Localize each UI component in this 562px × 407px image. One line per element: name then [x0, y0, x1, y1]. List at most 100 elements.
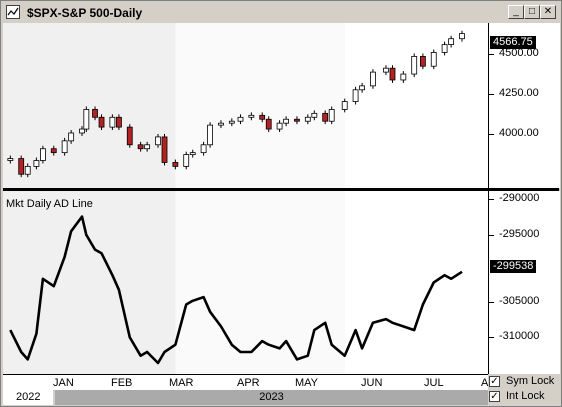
candle-body	[359, 85, 365, 91]
price-axis-tick	[489, 54, 494, 55]
plot-recent-band	[344, 191, 488, 374]
candle-body	[389, 67, 396, 81]
candle-body	[7, 158, 14, 161]
ad-line-title: Mkt Daily AD Line	[6, 198, 93, 210]
candle-body	[248, 114, 255, 118]
last-ad-tag: -299538	[490, 260, 537, 273]
candle-body	[311, 112, 318, 118]
ad-axis-tick	[489, 235, 494, 236]
candle-body	[304, 116, 311, 122]
ad-axis-label: -295000	[499, 228, 540, 240]
candle-body	[98, 116, 105, 128]
year-label: 2022	[3, 390, 53, 405]
candle-body	[144, 144, 151, 150]
ad-axis-tick	[489, 337, 494, 338]
month-label: MAR	[169, 377, 194, 389]
last-price-tag: 4566.75	[490, 36, 536, 49]
candle-body	[183, 154, 190, 167]
sym-lock-check[interactable]: ✓	[489, 376, 500, 387]
candle-body	[400, 73, 407, 81]
candle-body	[137, 144, 144, 150]
candle-body	[228, 120, 235, 124]
candle-body	[79, 128, 85, 134]
price-chart-plot[interactable]	[3, 23, 488, 188]
ad-axis-label: -290000	[499, 192, 540, 204]
candle-body	[189, 152, 196, 156]
pane-divider[interactable]	[3, 188, 559, 191]
price-axis-label: 4250.00	[499, 87, 539, 99]
candle-body	[24, 165, 31, 175]
candle-body	[352, 89, 359, 102]
ad-axis-label: -310000	[499, 330, 540, 342]
ad-axis-label: -305000	[499, 295, 540, 307]
candle-body	[68, 132, 75, 142]
window-title: $SPX-S&P 500-Daily	[27, 6, 143, 20]
candle-body	[419, 55, 426, 67]
candle-body	[161, 136, 168, 163]
ad-axis-tick	[489, 199, 494, 200]
candle-body	[33, 160, 40, 167]
candle-body	[441, 44, 448, 53]
int-lock-label: Int Lock	[506, 390, 545, 402]
ad-axis[interactable]: -290000 -295000 -305000 -310000 -299538	[488, 191, 560, 374]
month-label: A	[481, 377, 489, 389]
int-lock-check[interactable]: ✓	[489, 391, 500, 402]
time-axis[interactable]: JAN FEB MAR APR MAY JUN JUL A	[3, 374, 488, 391]
year-label: 2023	[55, 390, 488, 405]
candle-body	[370, 71, 376, 87]
candle-body	[341, 101, 348, 110]
ad-line-plot[interactable]	[3, 191, 488, 374]
month-label: APR	[237, 377, 260, 389]
candle-body	[294, 118, 300, 122]
candle-body	[109, 116, 116, 128]
candle-body	[155, 136, 161, 146]
price-axis[interactable]: 4500.00 4250.00 4000.00 4566.75	[488, 23, 560, 188]
candle-body	[18, 158, 25, 175]
candle-body	[218, 122, 224, 126]
candle-body	[61, 140, 68, 154]
candle-body	[283, 118, 289, 124]
candle-body	[126, 126, 133, 146]
candle-body	[259, 114, 266, 120]
candle-body	[92, 109, 98, 118]
candle-body	[200, 144, 207, 154]
candle-body	[383, 67, 389, 73]
plot-highlight-band	[175, 191, 345, 374]
candle-body	[207, 124, 214, 146]
plot-recent-band	[344, 23, 488, 188]
month-label: JUL	[424, 377, 444, 389]
candle-body	[172, 162, 179, 167]
candle-body	[116, 116, 122, 128]
ad-line-series	[9, 215, 463, 365]
close-button[interactable]: ✕	[540, 5, 556, 19]
candle-body	[459, 33, 465, 40]
candle-body	[50, 148, 57, 154]
candle-body	[430, 52, 437, 67]
year-bar[interactable]: 2022 2023	[3, 390, 488, 405]
chart-app-icon	[6, 5, 20, 19]
candle-body	[328, 109, 335, 122]
maximize-button[interactable]: □	[524, 5, 540, 19]
month-label: JUN	[361, 377, 383, 389]
title-bar[interactable]: $SPX-S&P 500-Daily _ □ ✕	[3, 3, 559, 23]
ad-axis-tick	[489, 302, 494, 303]
candle-body	[322, 112, 329, 122]
candle-body	[276, 122, 283, 130]
price-axis-tick	[489, 94, 494, 95]
price-axis-label: 4500.00	[499, 47, 539, 59]
month-label: JAN	[53, 377, 74, 389]
month-label: FEB	[111, 377, 133, 389]
candle-body	[237, 116, 244, 122]
minimize-button[interactable]: _	[508, 5, 524, 19]
month-label: MAY	[295, 377, 319, 389]
candle-body	[40, 148, 46, 161]
candle-body	[265, 118, 272, 130]
candle-body	[83, 109, 90, 130]
price-axis-tick	[489, 134, 494, 135]
plot-highlight-band	[175, 23, 345, 188]
price-axis-label: 4000.00	[499, 127, 539, 139]
sym-lock-label: Sym Lock	[506, 375, 555, 387]
candle-body	[448, 38, 455, 46]
candle-body	[411, 55, 418, 75]
